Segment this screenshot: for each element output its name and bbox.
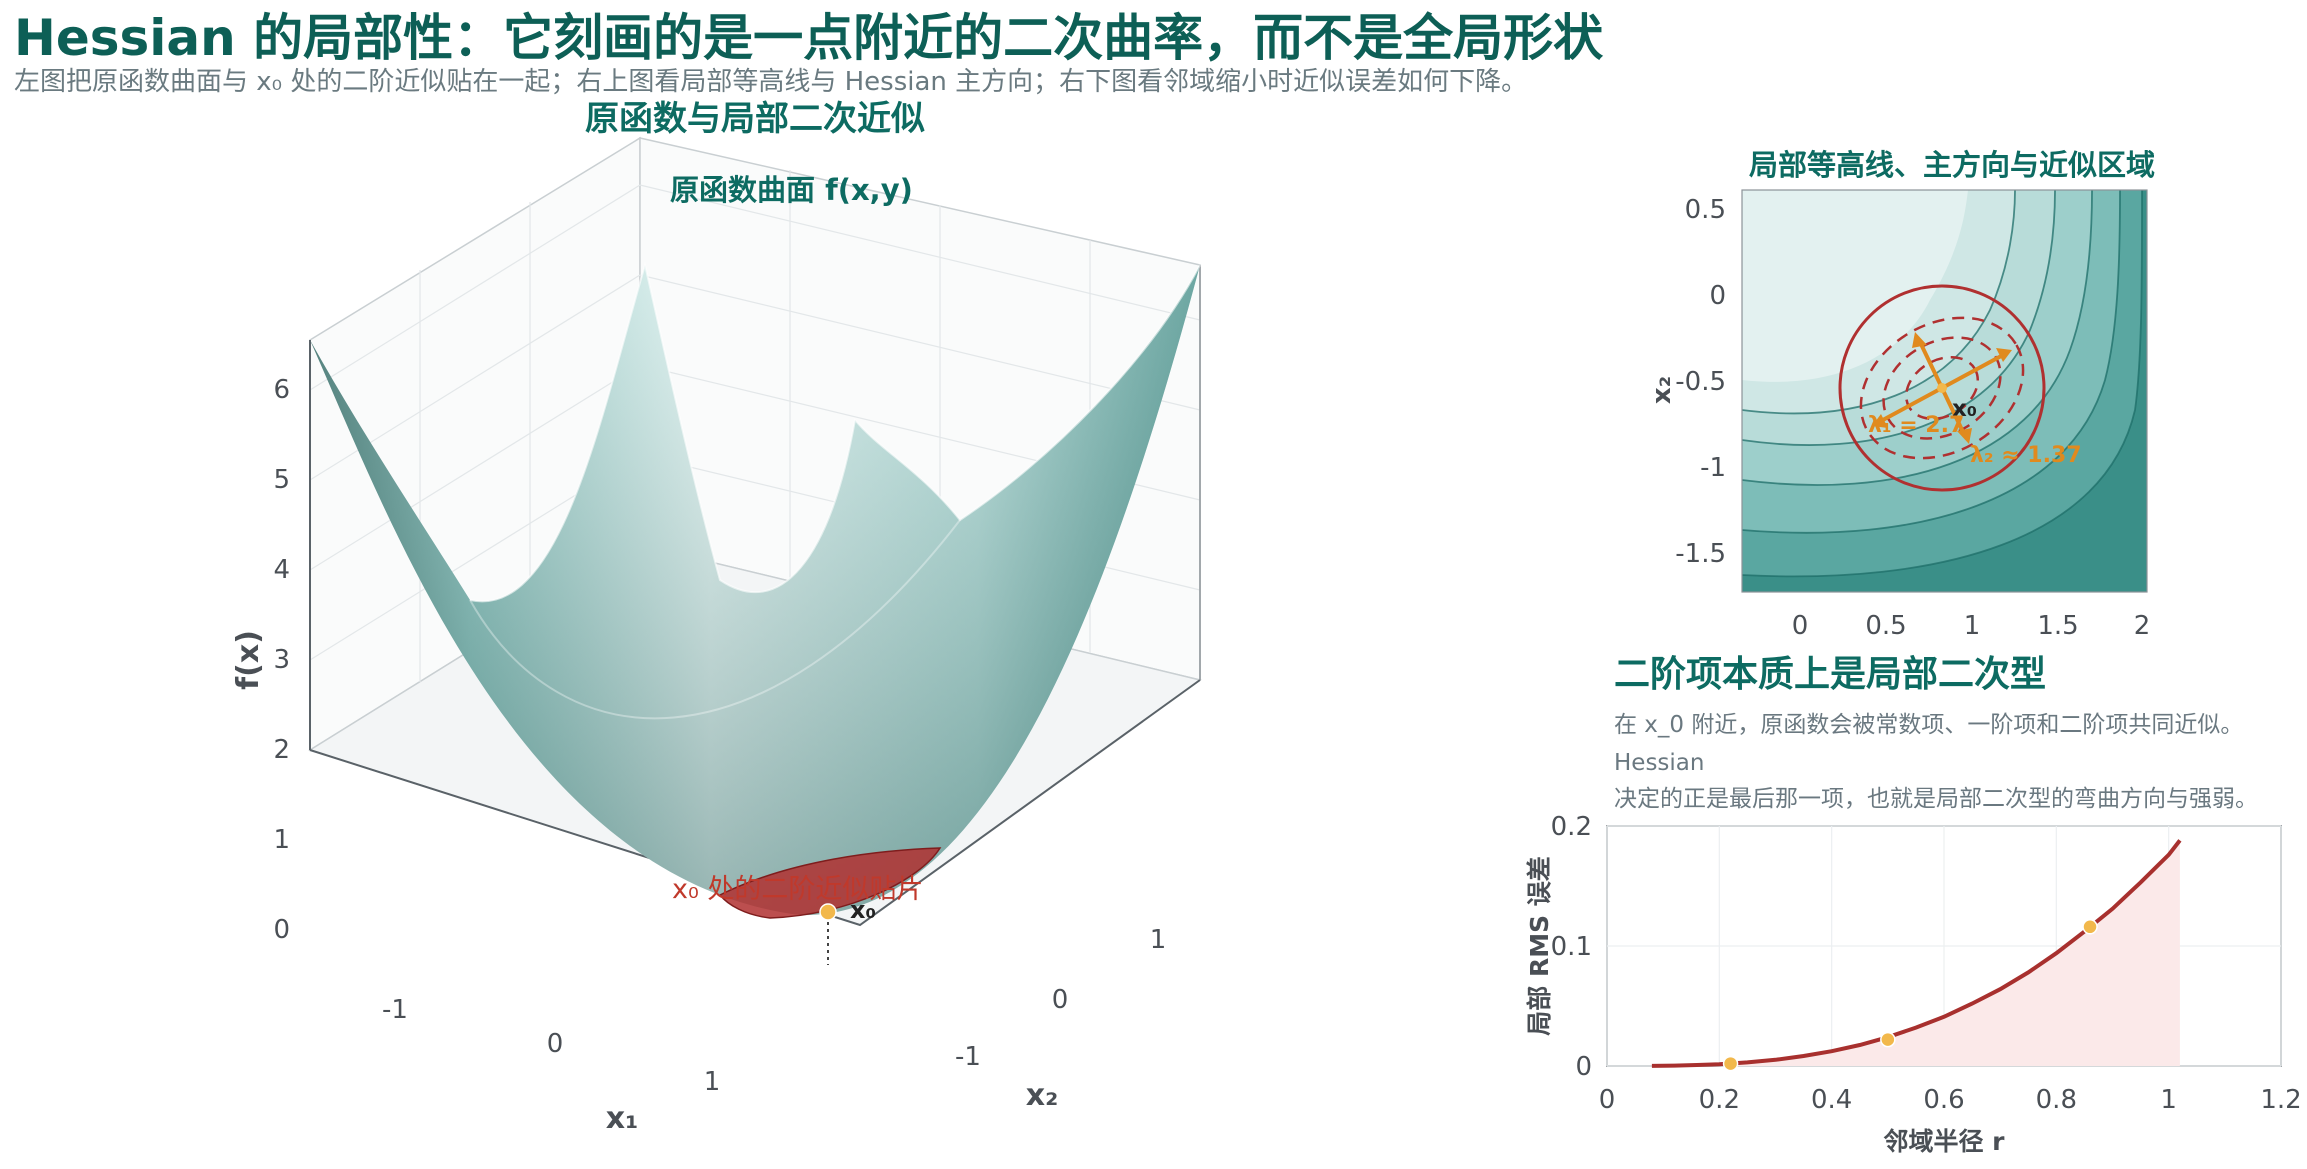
contour-panel-title: 局部等高线、主方向与近似区域 <box>1749 148 2155 182</box>
contour-y-ticks: 0.5 0 -0.5 -1 -1.5 <box>1675 195 1726 569</box>
error-x-tick: 0.4 <box>1811 1085 1852 1115</box>
error-x-tick: 0.2 <box>1699 1085 1740 1115</box>
patch-label: x₀ 处的二阶近似贴片 <box>672 874 923 905</box>
page-title: Hessian 的局部性：它刻画的是一点附近的二次曲率，而不是全局形状 <box>14 9 1604 67</box>
error-note-3: 决定的正是最后那一项，也就是局部二次型的弯曲方向与强弱。 <box>1614 786 2258 812</box>
error-marker <box>1722 1055 1739 1072</box>
z-tick: 2 <box>273 735 290 765</box>
x1-tick: 0 <box>547 1029 564 1059</box>
z-tick: 5 <box>273 465 290 495</box>
contour-x-tick: 1 <box>1964 611 1981 641</box>
eigen-label-1: λ₁ = 2.7 <box>1868 413 1964 438</box>
error-y-label: 局部 RMS 误差 <box>1525 856 1554 1036</box>
contour-x-tick: 0.5 <box>1865 611 1906 641</box>
contour-y-tick: -0.5 <box>1675 367 1726 397</box>
surface-panel-title: 原函数与局部二次近似 <box>585 99 925 139</box>
contour-x-ticks: 0 0.5 1 1.5 2 <box>1792 611 2151 641</box>
surface-panel: 原函数与局部二次近似 x₀ 处的二阶近似贴片 <box>231 99 1202 1136</box>
error-x-tick: 0.6 <box>1923 1085 1964 1115</box>
error-markers <box>1722 919 2098 1072</box>
error-y-ticks: 0 0.1 0.2 <box>1551 812 1592 1082</box>
error-note-1: 在 x_0 附近，原函数会被常数项、一阶项和二阶项共同近似。 <box>1614 712 2243 738</box>
error-panel: 二阶项本质上是局部二次型 在 x_0 附近，原函数会被常数项、一阶项和二阶项共同… <box>1525 654 2302 1156</box>
x2-tick: 0 <box>1052 985 1069 1015</box>
eigen-arrows <box>1880 341 2004 435</box>
surface-x0-label: x₀ <box>850 896 876 924</box>
local-region-circle <box>1838 284 2046 492</box>
contour-x0-label: x₀ <box>1952 396 1977 422</box>
contour-field: x₀ λ₁ = 2.7 λ₂ ≈ 1.37 <box>1742 190 2147 592</box>
contour-y-tick: -1 <box>1700 453 1726 483</box>
z-tick: 6 <box>273 375 290 405</box>
error-note-2: Hessian <box>1614 750 1704 776</box>
x1-tick: 1 <box>704 1067 721 1097</box>
contour-y-tick: -1.5 <box>1675 539 1726 569</box>
error-x-ticks: 0 0.2 0.4 0.6 0.8 1 1.2 <box>1599 1085 2302 1115</box>
error-y-tick: 0.1 <box>1551 932 1592 962</box>
contour-x0-point <box>1937 383 1947 393</box>
page-subtitle: 左图把原函数曲面与 x₀ 处的二阶近似贴在一起；右上图看局部等高线与 Hessi… <box>14 67 1528 97</box>
x1-axis-label: x₁ <box>606 1101 639 1136</box>
z-tick: 1 <box>273 825 290 855</box>
error-x-tick: 0.8 <box>2036 1085 2077 1115</box>
contour-y-tick: 0.5 <box>1685 195 1726 225</box>
x2-axis-ticks: -1 0 1 <box>955 925 1166 1072</box>
error-x-label: 邻域半径 r <box>1883 1127 2005 1156</box>
z-axis-label: f(x) <box>231 630 266 690</box>
eigen-label-2: λ₂ ≈ 1.37 <box>1970 443 2082 468</box>
error-y-tick: 0 <box>1575 1052 1592 1082</box>
contour-panel: 局部等高线、主方向与近似区域 <box>1647 148 2155 641</box>
z-tick: 0 <box>273 915 290 945</box>
error-panel-title: 二阶项本质上是局部二次型 <box>1614 654 2046 695</box>
error-area-fill <box>1651 840 2180 1066</box>
error-y-tick: 0.2 <box>1551 812 1592 842</box>
error-x-tick: 1 <box>2160 1085 2177 1115</box>
x2-tick: 1 <box>1150 925 1167 955</box>
quadratic-patch <box>718 847 942 919</box>
x2-axis-label: x₂ <box>1026 1078 1059 1113</box>
contour-x-tick: 2 <box>2134 611 2151 641</box>
contour-x-tick: 1.5 <box>2037 611 2078 641</box>
z-tick: 4 <box>273 555 290 585</box>
contour-y-tick: 0 <box>1709 281 1726 311</box>
z-tick: 3 <box>273 645 290 675</box>
contour-y-label: x₂ <box>1647 376 1677 404</box>
error-x-tick: 1.2 <box>2260 1085 2301 1115</box>
x1-axis-ticks: -1 0 1 <box>382 995 720 1097</box>
function-surface <box>310 261 1201 916</box>
surface-x0-point <box>819 903 837 921</box>
x2-tick: -1 <box>955 1042 981 1072</box>
z-axis-ticks: 0 1 2 3 4 5 6 <box>273 375 290 945</box>
surface-inner-title: 原函数曲面 f(x,y) <box>670 173 913 207</box>
error-x-tick: 0 <box>1599 1085 1616 1115</box>
error-marker <box>2082 919 2098 935</box>
error-marker <box>1880 1031 1896 1048</box>
x1-tick: -1 <box>382 995 408 1025</box>
contour-x-tick: 0 <box>1792 611 1809 641</box>
